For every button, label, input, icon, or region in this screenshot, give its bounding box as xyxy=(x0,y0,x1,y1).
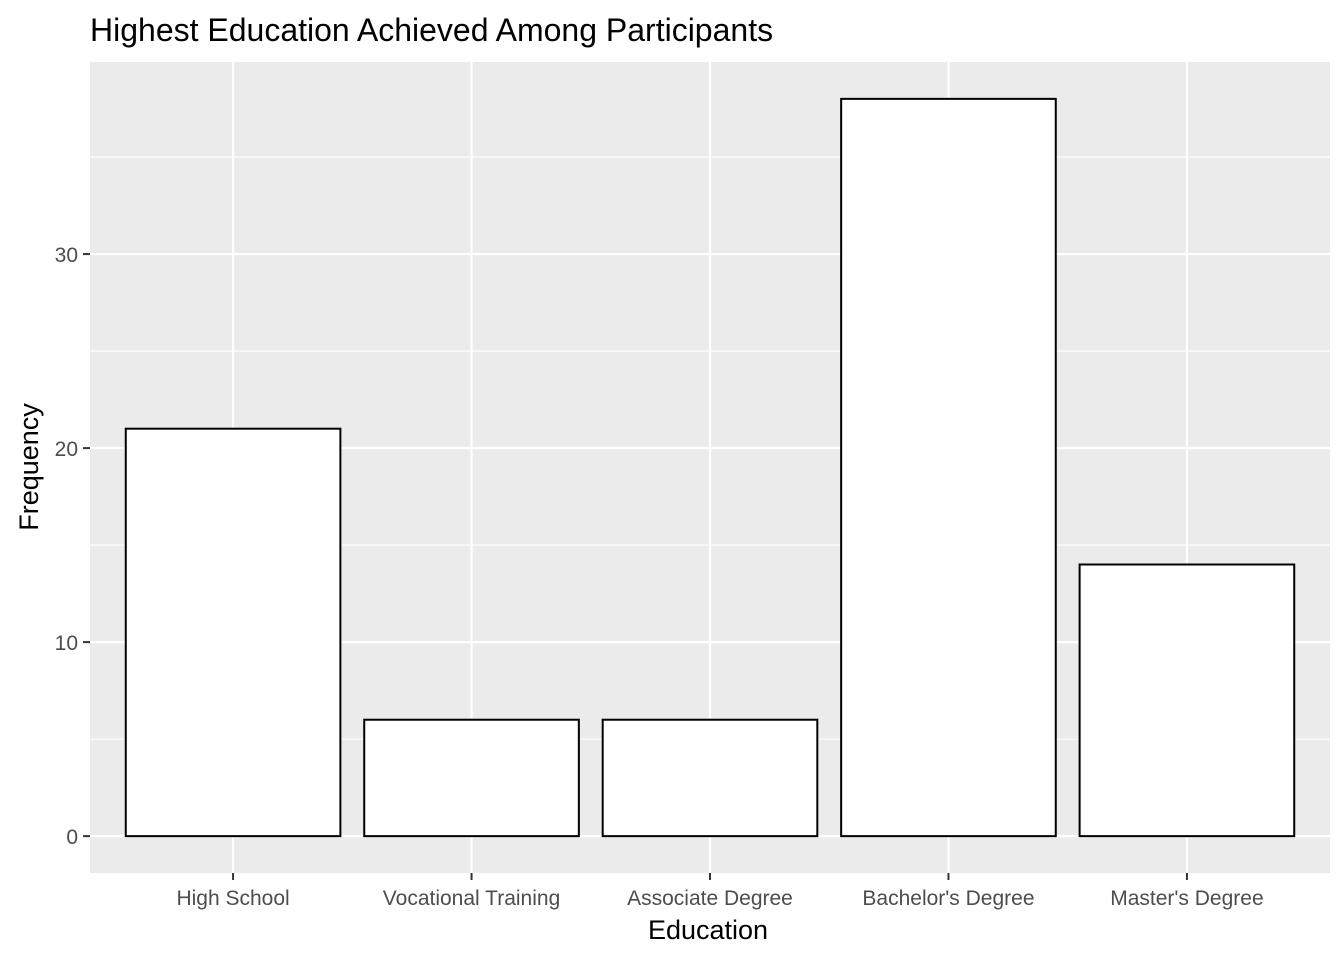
x-axis-title: Education xyxy=(648,915,768,945)
y-axis: 0 10 20 30 xyxy=(55,244,90,849)
y-tick-label: 30 xyxy=(55,244,78,267)
x-tick-label: Master's Degree xyxy=(1110,887,1263,910)
bar-vocational-training xyxy=(363,718,580,838)
x-axis: High School Vocational Training Associate … xyxy=(176,873,1264,910)
y-tick-label: 0 xyxy=(66,826,78,849)
bar-associate-degree xyxy=(601,718,819,838)
bar-master-s-degree xyxy=(1078,563,1296,838)
x-tick-label: Bachelor's Degree xyxy=(862,887,1034,910)
x-tick-label: Associate Degree xyxy=(627,887,793,910)
bar-high-school xyxy=(124,427,342,838)
bars xyxy=(124,97,1296,838)
x-tick-label: High School xyxy=(176,887,289,910)
y-axis-title: Frequency xyxy=(14,403,44,531)
x-tick-label: Vocational Training xyxy=(383,887,560,910)
chart-title: Highest Education Achieved Among Partici… xyxy=(90,12,773,48)
bar-bachelor-s-degree xyxy=(840,97,1057,838)
y-tick-label: 20 xyxy=(55,438,78,461)
y-tick-label: 10 xyxy=(55,632,78,655)
